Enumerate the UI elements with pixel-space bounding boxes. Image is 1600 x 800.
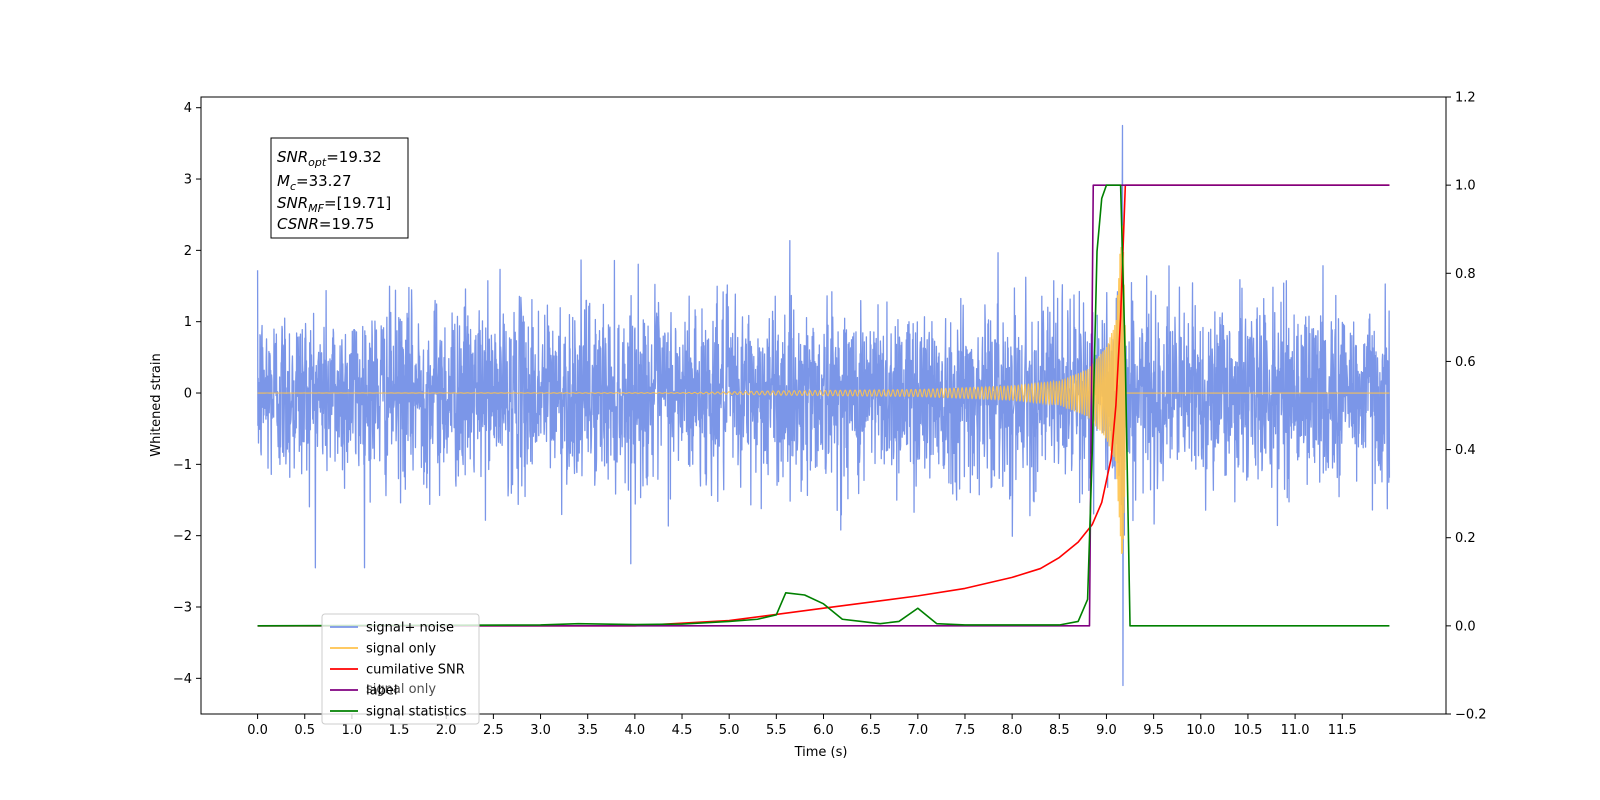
x-tick-label: 6.5 <box>860 723 881 738</box>
series-line-signal-statistics <box>257 184 1390 627</box>
x-tick-label: 9.0 <box>1096 723 1117 738</box>
y-axis-label: Whitened strain <box>149 353 164 456</box>
csnr-line: CSNR=19.75 <box>277 215 374 233</box>
y-tick-label: 3 <box>184 173 192 188</box>
x-tick-label: 1.5 <box>389 723 410 738</box>
y2-tick-label: 0.4 <box>1455 443 1476 458</box>
x-tick-label: 1.0 <box>342 723 363 738</box>
y2-tick-label: 0.0 <box>1455 619 1476 634</box>
x-tick-label: 2.0 <box>436 723 457 738</box>
y-tick-label: 0 <box>184 387 192 402</box>
x-tick-label: 9.5 <box>1143 723 1164 738</box>
snr-opt-value: =19.32 <box>326 148 382 166</box>
y-axis-left: 4 3 2 1 0 −1 −2 −3 −4 <box>173 101 201 687</box>
x-axis-label: Time (s) <box>794 745 848 760</box>
legend-label: signal only <box>366 642 436 657</box>
x-tick-label: 11.5 <box>1328 723 1357 738</box>
series-line-signal-only <box>257 225 1390 554</box>
x-tick-label: 5.5 <box>766 723 787 738</box>
x-tick-label: 0.5 <box>294 723 315 738</box>
legend-label: signal+ noise <box>366 621 454 636</box>
y-tick-label: 2 <box>184 244 192 259</box>
legend-label: label <box>366 684 397 699</box>
y2-tick-label: 1.0 <box>1455 179 1476 194</box>
x-tick-label: 6.0 <box>813 723 834 738</box>
series-line-signal-noise <box>256 124 1391 687</box>
x-axis: 0.0 0.5 1.0 1.5 2.0 2.5 3.0 3.5 4.0 4.5 5.0 5.5 6.0 6… <box>247 714 1357 738</box>
mc-value: =33.27 <box>296 172 352 190</box>
y2-tick-label: 0.6 <box>1455 355 1476 370</box>
y-tick-label: −2 <box>173 529 192 544</box>
y-tick-label: −1 <box>173 458 192 473</box>
x-tick-label: 0.0 <box>247 723 268 738</box>
legend-label: signal statistics <box>366 705 467 720</box>
csnr-value: =19.75 <box>319 215 375 233</box>
x-tick-label: 8.5 <box>1049 723 1070 738</box>
x-tick-label: 7.0 <box>907 723 928 738</box>
stats-box: SNRopt=19.32 Mc=33.27 SNRMF=[19.71] CSNR… <box>270 137 409 239</box>
snr-mf-value: =[19.71] <box>324 194 391 212</box>
x-tick-label: 10.5 <box>1233 723 1262 738</box>
snr-opt-line: SNRopt=19.32 <box>277 148 382 169</box>
series-line-cumilative-snr <box>257 184 1390 627</box>
y2-tick-label: 1.2 <box>1455 91 1476 106</box>
y2-tick-label: 0.8 <box>1455 267 1476 282</box>
y-tick-label: 4 <box>184 101 192 116</box>
y-tick-label: −4 <box>173 672 192 687</box>
y-tick-label: 1 <box>184 315 192 330</box>
x-tick-label: 3.5 <box>577 723 598 738</box>
snr-mf-line: SNRMF=[19.71] <box>277 194 391 215</box>
x-tick-label: 4.0 <box>625 723 646 738</box>
legend: signal+ noise signal only cumilative SNR la… <box>321 613 480 725</box>
x-tick-label: 2.5 <box>483 723 504 738</box>
series-layer <box>256 124 1391 687</box>
x-tick-label: 5.0 <box>719 723 740 738</box>
x-tick-label: 4.5 <box>672 723 693 738</box>
y2-tick-label: −0.2 <box>1455 708 1487 723</box>
x-tick-label: 8.0 <box>1002 723 1023 738</box>
y2-tick-label: 0.2 <box>1455 531 1476 546</box>
x-tick-label: 10.0 <box>1186 723 1215 738</box>
x-tick-label: 11.0 <box>1281 723 1310 738</box>
legend-entries: signal+ noise signal only cumilative SNR la… <box>330 621 467 720</box>
x-tick-label: 7.5 <box>955 723 976 738</box>
mc-line: Mc=33.27 <box>277 172 352 193</box>
y-axis-right: 1.2 1.0 0.8 0.6 0.4 0.2 0.0 −0.2 <box>1446 91 1487 723</box>
x-tick-label: 3.0 <box>530 723 551 738</box>
legend-label: cumilative SNR <box>366 663 465 678</box>
legend-overlap-text: signal only <box>366 682 436 697</box>
y-tick-label: −3 <box>173 601 192 616</box>
